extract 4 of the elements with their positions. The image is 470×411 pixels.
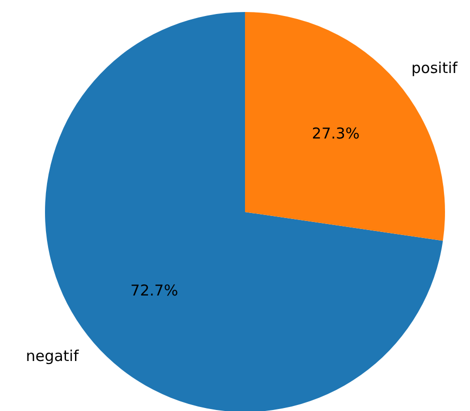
slice-label: negatif bbox=[26, 346, 80, 365]
data-label: 72.7% bbox=[130, 282, 178, 300]
slice-label: positif bbox=[411, 59, 458, 78]
data-label: 27.3% bbox=[312, 124, 360, 142]
